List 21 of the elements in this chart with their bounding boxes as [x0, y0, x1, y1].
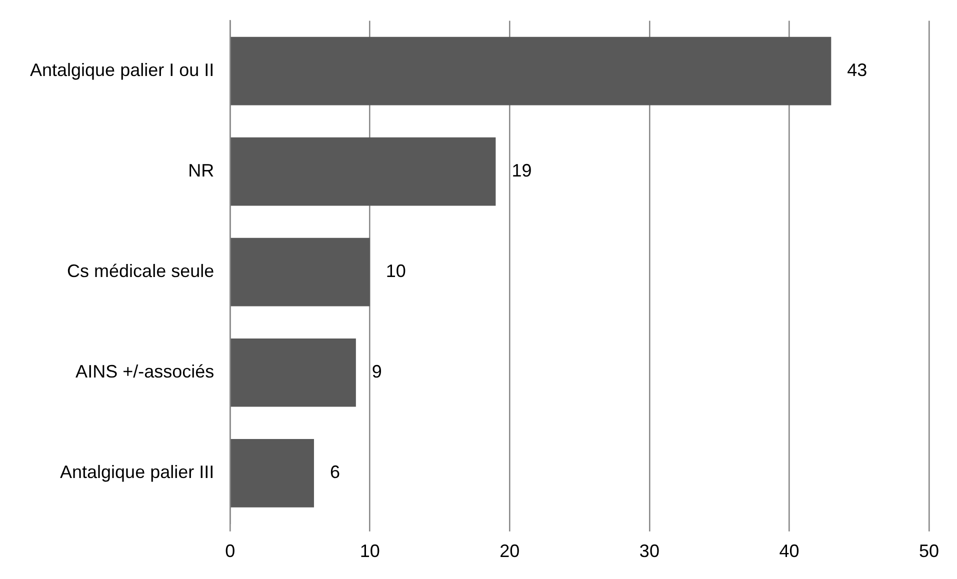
- bar: [230, 238, 370, 306]
- y-tick-label: Cs médicale seule: [67, 261, 214, 282]
- x-tick-label: 0: [225, 541, 236, 562]
- y-tick-label: NR: [188, 160, 214, 181]
- x-tick-label: 50: [918, 541, 940, 562]
- data-label: 43: [847, 60, 868, 80]
- x-tick-label: 10: [360, 541, 380, 562]
- y-tick-label: Antalgique palier III: [60, 462, 214, 482]
- data-label: 6: [330, 462, 340, 482]
- data-label: 19: [512, 160, 532, 181]
- bar: [230, 36, 832, 106]
- bar: [230, 338, 356, 407]
- bar: [230, 137, 496, 206]
- x-tick-label: 20: [500, 541, 520, 562]
- bar: [230, 438, 314, 508]
- x-tick-label: 30: [639, 541, 660, 562]
- x-tick-label: 40: [779, 541, 800, 562]
- data-label: 9: [372, 362, 382, 382]
- data-label: 10: [386, 261, 406, 282]
- y-tick-label: AINS +/-associés: [76, 362, 214, 382]
- y-tick-label: Antalgique palier I ou II: [30, 60, 214, 80]
